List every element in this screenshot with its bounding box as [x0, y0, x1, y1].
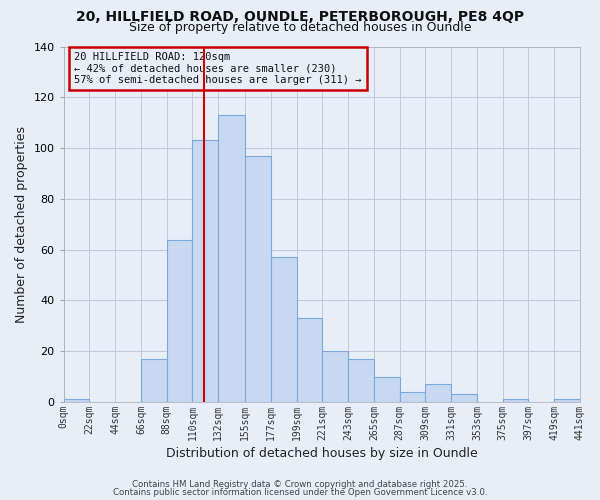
Text: 20, HILLFIELD ROAD, OUNDLE, PETERBOROUGH, PE8 4QP: 20, HILLFIELD ROAD, OUNDLE, PETERBOROUGH… [76, 10, 524, 24]
Bar [193, 140, 218, 402]
Text: 20 HILLFIELD ROAD: 120sqm
← 42% of detached houses are smaller (230)
57% of semi: 20 HILLFIELD ROAD: 120sqm ← 42% of detac… [74, 52, 362, 85]
Bar [64, 400, 89, 402]
Bar [554, 400, 580, 402]
Bar [218, 115, 245, 402]
Bar [348, 359, 374, 402]
Bar [167, 240, 193, 402]
Bar [141, 359, 167, 402]
Bar [296, 318, 322, 402]
Text: Contains HM Land Registry data © Crown copyright and database right 2025.: Contains HM Land Registry data © Crown c… [132, 480, 468, 489]
Bar [503, 400, 529, 402]
Bar [374, 376, 400, 402]
Y-axis label: Number of detached properties: Number of detached properties [15, 126, 28, 323]
Bar [451, 394, 477, 402]
Text: Size of property relative to detached houses in Oundle: Size of property relative to detached ho… [129, 21, 471, 34]
X-axis label: Distribution of detached houses by size in Oundle: Distribution of detached houses by size … [166, 447, 478, 460]
Bar [425, 384, 451, 402]
Bar [400, 392, 425, 402]
Text: Contains public sector information licensed under the Open Government Licence v3: Contains public sector information licen… [113, 488, 487, 497]
Bar [271, 258, 296, 402]
Bar [245, 156, 271, 402]
Bar [322, 351, 348, 402]
